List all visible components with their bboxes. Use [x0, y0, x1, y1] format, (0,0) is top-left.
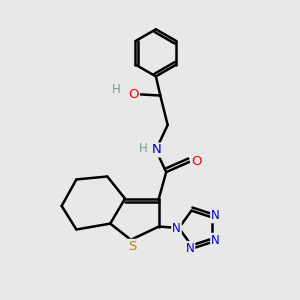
Text: H: H [139, 142, 148, 155]
Text: N: N [152, 143, 161, 157]
Text: O: O [129, 88, 139, 100]
Text: N: N [172, 221, 181, 235]
Text: S: S [128, 240, 136, 253]
Text: N: N [186, 242, 194, 255]
Text: N: N [211, 209, 220, 222]
Text: H: H [112, 83, 121, 96]
Text: O: O [191, 155, 202, 168]
Text: N: N [211, 234, 220, 247]
